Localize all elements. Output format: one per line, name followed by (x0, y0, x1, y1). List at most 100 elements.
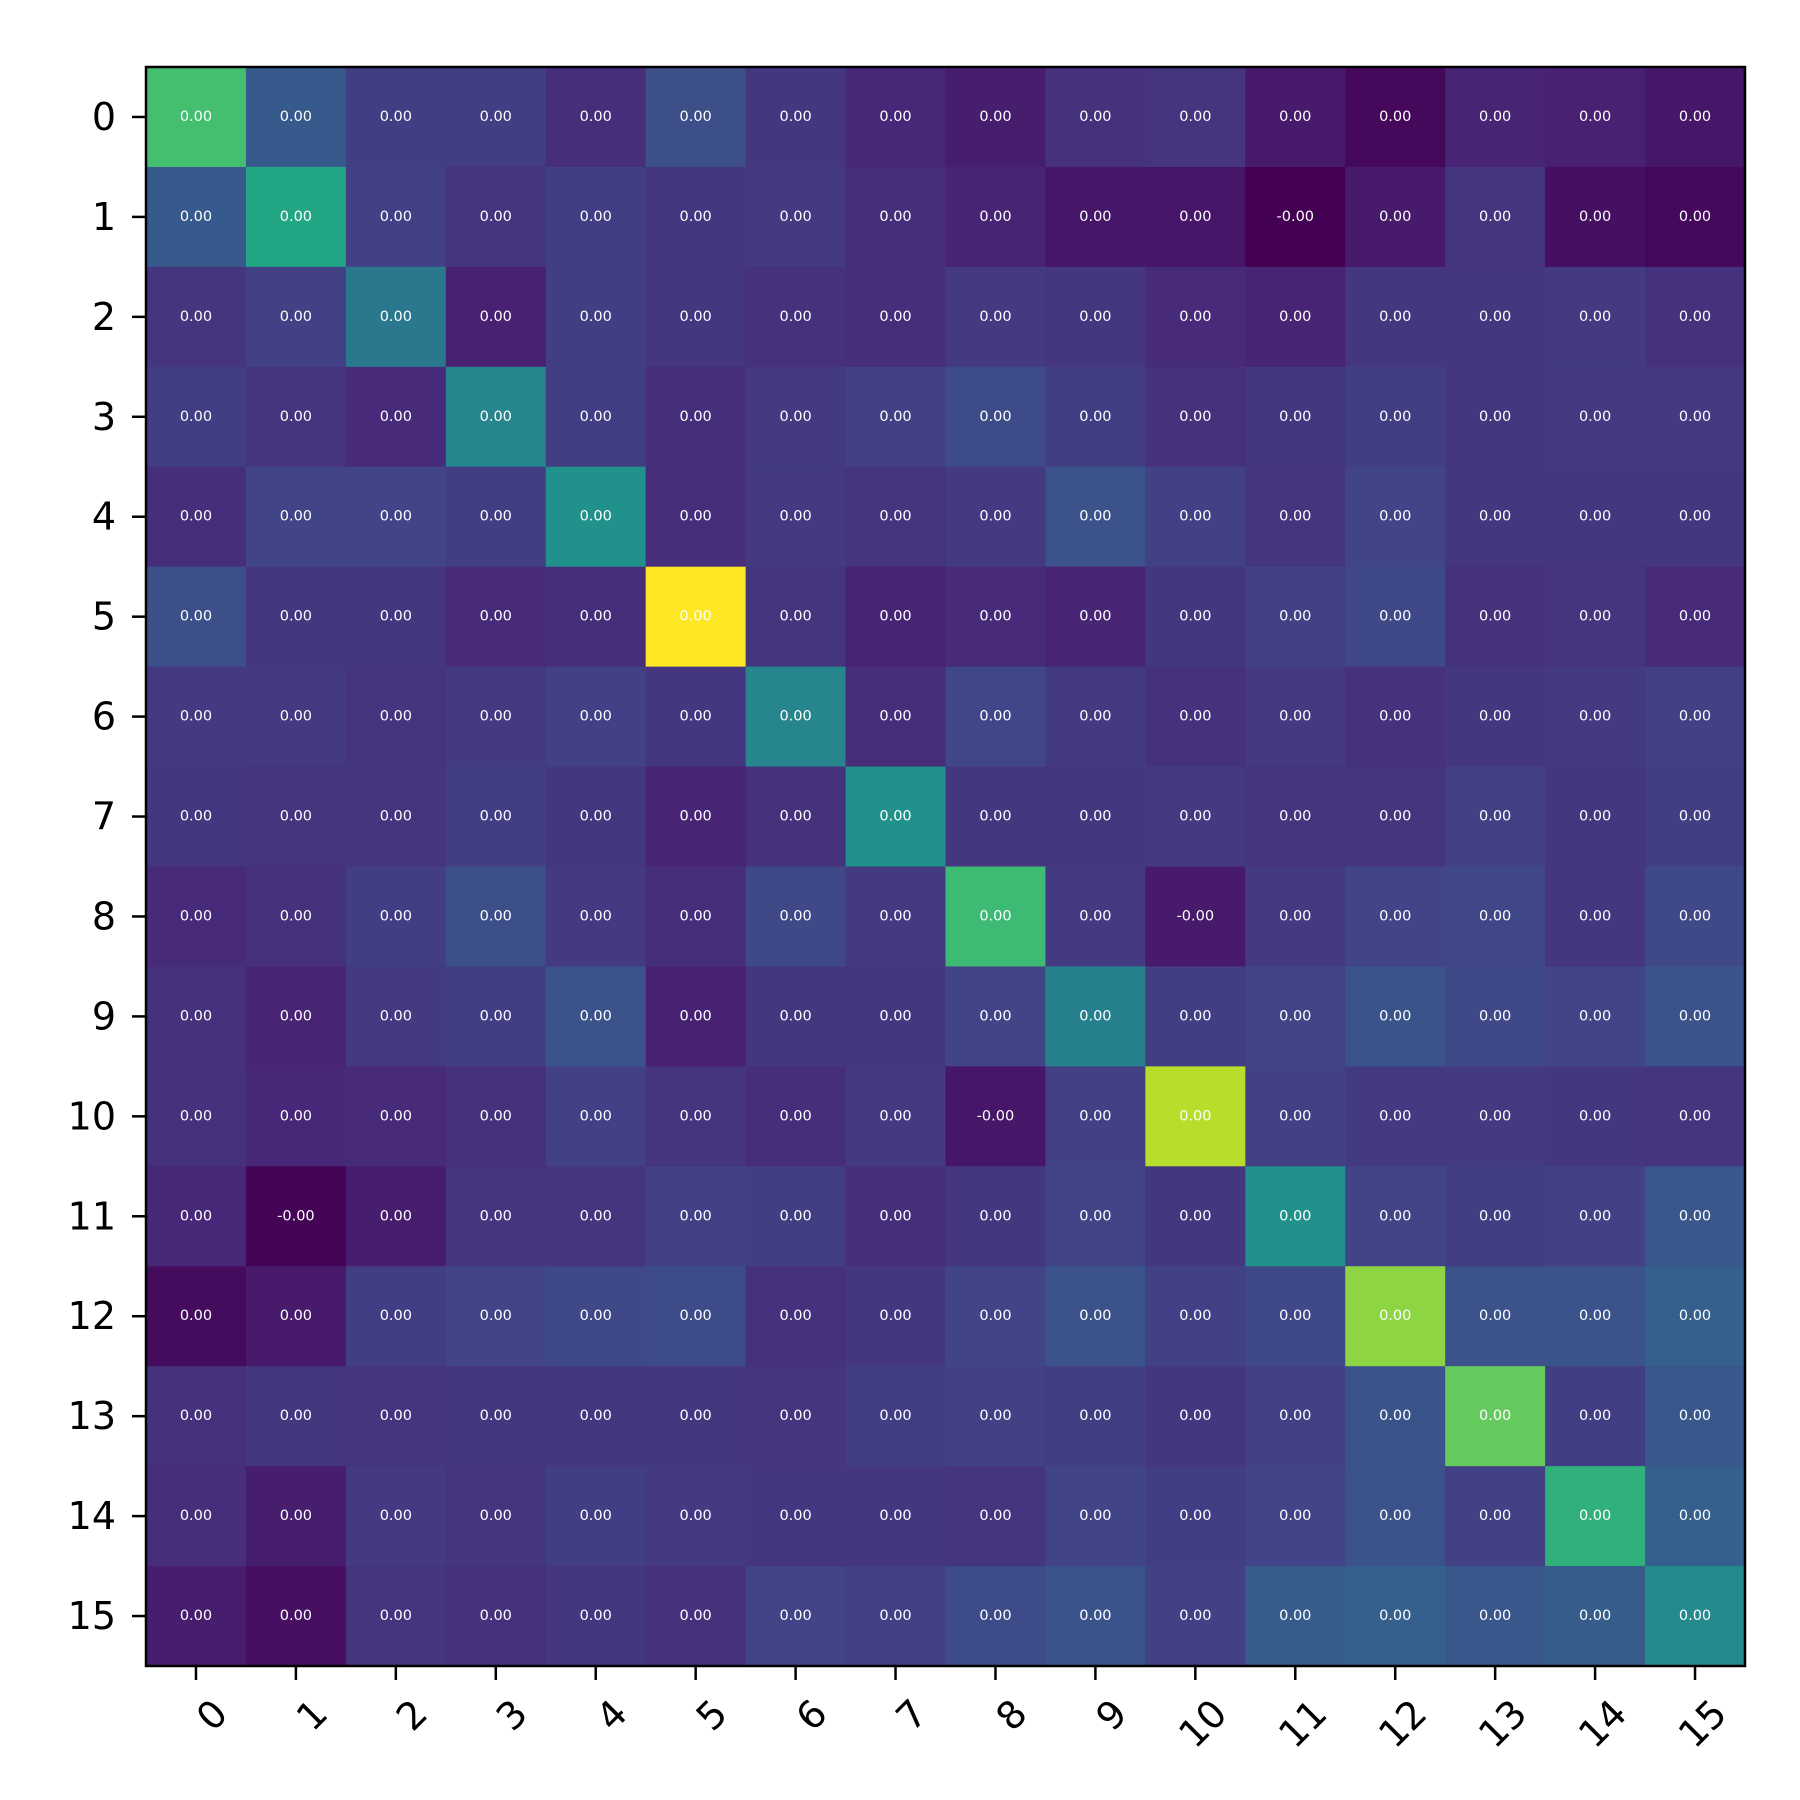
heatmap-cell-r0-c9 (1045, 67, 1146, 168)
cell-value-label: 0.00 (280, 1308, 312, 1324)
heatmap-cell-r1-c12 (1345, 166, 1446, 268)
cell-value-label: 0.00 (380, 509, 412, 525)
cell-value-label: 0.00 (779, 209, 811, 225)
heatmap-cell-r15-c14 (1545, 1566, 1646, 1667)
heatmap-cell-r6-c6 (745, 666, 847, 768)
cell-value-label: 0.00 (1679, 1208, 1711, 1224)
cell-value-label: 0.00 (680, 1408, 712, 1424)
heatmap-cell-r12-c11 (1245, 1266, 1346, 1367)
y-tick-label: 7 (92, 795, 116, 839)
cell-value-label: 0.00 (380, 1208, 412, 1224)
y-tick-label: 1 (92, 195, 116, 239)
cell-value-label: 0.00 (779, 1008, 811, 1024)
x-tick-label: 12 (1370, 1691, 1435, 1756)
heatmap-cell-r15-c2 (345, 1566, 447, 1667)
heatmap-cell-r2-c2 (345, 266, 447, 368)
heatmap-cell-r7-c15 (1645, 766, 1746, 868)
heatmap-cell-r10-c10 (1145, 1066, 1246, 1167)
cell-value-label: 0.00 (180, 509, 212, 525)
heatmap-cell-r1-c13 (1445, 166, 1546, 268)
heatmap-cell-r14-c1 (245, 1466, 347, 1567)
cell-value-label: 0.00 (779, 1208, 811, 1224)
heatmap-cell-r3-c0 (146, 366, 247, 468)
cell-value-label: 0.00 (1579, 209, 1611, 225)
cell-value-label: 0.00 (879, 1208, 911, 1224)
heatmap-cell-r3-c4 (545, 366, 647, 468)
cell-value-label: 0.00 (680, 209, 712, 225)
cell-value-label: 0.00 (1379, 908, 1411, 924)
cell-value-label: 0.00 (1379, 1108, 1411, 1124)
heatmap-cell-r1-c2 (345, 166, 447, 268)
heatmap-cell-r3-c5 (645, 366, 747, 468)
heatmap-cell-r15-c4 (545, 1566, 647, 1667)
cell-value-label: 0.00 (480, 609, 512, 625)
cell-value-label: 0.00 (1579, 409, 1611, 425)
heatmap-cell-r13-c13 (1445, 1366, 1546, 1467)
cell-value-label: 0.00 (1679, 1108, 1711, 1124)
cell-value-label: 0.00 (680, 1608, 712, 1624)
heatmap-cell-r14-c2 (345, 1466, 447, 1567)
heatmap-cell-r5-c13 (1445, 566, 1546, 668)
cell-value-label: 0.00 (1179, 409, 1211, 425)
heatmap-cell-r0-c15 (1645, 67, 1746, 168)
cell-value-label: 0.00 (979, 1208, 1011, 1224)
cell-value-label: 0.00 (680, 509, 712, 525)
heatmap-cell-r14-c9 (1045, 1466, 1146, 1567)
heatmap-cell-r8-c13 (1445, 866, 1546, 968)
cell-value-label: 0.00 (580, 1208, 612, 1224)
cell-value-label: 0.00 (280, 709, 312, 725)
cell-value-label: 0.00 (1179, 1308, 1211, 1324)
heatmap-cell-r9-c5 (645, 966, 747, 1067)
cell-value-label: 0.00 (1179, 1108, 1211, 1124)
heatmap-cell-r1-c7 (845, 166, 947, 268)
heatmap-cell-r5-c15 (1645, 566, 1746, 668)
heatmap-cell-r13-c9 (1045, 1366, 1146, 1467)
cell-value-label: 0.00 (1679, 209, 1711, 225)
cell-value-label: 0.00 (779, 1308, 811, 1324)
cell-value-label: 0.00 (1079, 209, 1111, 225)
cell-value-label: -0.00 (277, 1208, 315, 1224)
cell-value-label: 0.00 (1279, 1608, 1311, 1624)
cell-value-label: 0.00 (280, 109, 312, 125)
cell-value-label: 0.00 (180, 809, 212, 825)
cell-value-label: 0.00 (1679, 709, 1711, 725)
cell-value-label: 0.00 (580, 1308, 612, 1324)
heatmap-cell-r2-c0 (146, 266, 247, 368)
heatmap-cell-r1-c3 (445, 166, 547, 268)
heatmap-cell-r11-c8 (945, 1166, 1047, 1267)
heatmap-cell-r11-c15 (1645, 1166, 1746, 1267)
heatmap-cell-r13-c4 (545, 1366, 647, 1467)
heatmap-cell-r3-c1 (245, 366, 347, 468)
heatmap-cell-r9-c3 (445, 966, 547, 1067)
y-tick-label: 11 (68, 1194, 116, 1238)
cell-value-label: 0.00 (280, 1408, 312, 1424)
cell-value-label: 0.00 (1679, 1308, 1711, 1324)
cell-value-label: 0.00 (1379, 609, 1411, 625)
heatmap-cell-r9-c7 (845, 966, 947, 1067)
heatmap-cell-r9-c11 (1245, 966, 1346, 1067)
cell-value-label: 0.00 (480, 1408, 512, 1424)
cell-value-label: 0.00 (1479, 409, 1511, 425)
cell-value-label: 0.00 (380, 409, 412, 425)
heatmap-cell-r6-c9 (1045, 666, 1146, 768)
y-tick-label: 0 (92, 95, 116, 139)
heatmap-cell-r13-c3 (445, 1366, 547, 1467)
cell-value-label: 0.00 (480, 1208, 512, 1224)
cell-value-label: 0.00 (580, 309, 612, 325)
heatmap-cell-r14-c11 (1245, 1466, 1346, 1567)
cell-value-label: 0.00 (1179, 809, 1211, 825)
cell-value-label: 0.00 (1479, 109, 1511, 125)
heatmap-cell-r4-c10 (1145, 466, 1246, 568)
heatmap-cell-r14-c14 (1545, 1466, 1646, 1567)
x-tick-label: 14 (1570, 1691, 1635, 1756)
heatmap-cell-r13-c12 (1345, 1366, 1446, 1467)
heatmap-cell-r5-c0 (146, 566, 247, 668)
heatmap-cell-r4-c15 (1645, 466, 1746, 568)
heatmap-cell-r5-c1 (245, 566, 347, 668)
cell-value-label: 0.00 (1079, 1608, 1111, 1624)
heatmap-cell-r10-c8 (945, 1066, 1047, 1167)
cell-value-label: 0.00 (1579, 809, 1611, 825)
cell-value-label: 0.00 (1179, 509, 1211, 525)
heatmap-cell-r8-c3 (445, 866, 547, 968)
cell-value-label: 0.00 (580, 509, 612, 525)
